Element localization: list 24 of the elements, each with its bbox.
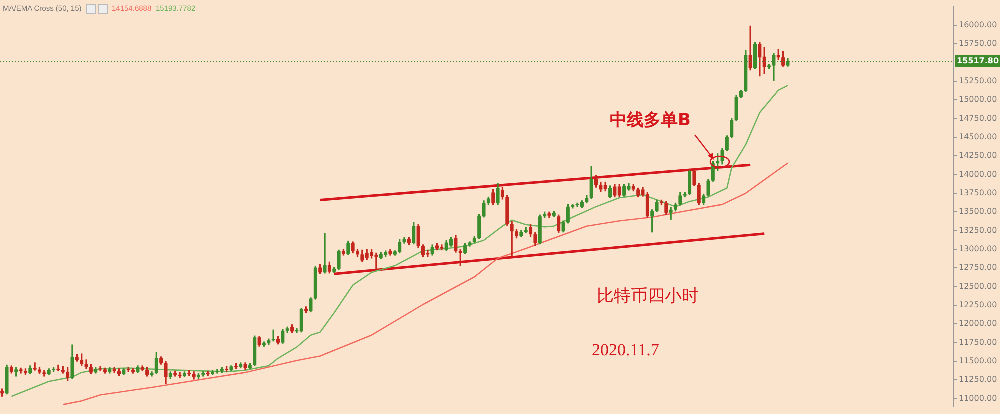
y-tick-label: 12000.00 bbox=[959, 319, 998, 328]
y-tick-label: 13750.00 bbox=[959, 188, 998, 198]
ref-line-label: 15517.80 bbox=[957, 56, 1000, 66]
y-tick-label: 12500.00 bbox=[959, 282, 998, 291]
annotation: 中线多单B bbox=[610, 110, 691, 130]
y-tick-label: 11000.00 bbox=[959, 394, 998, 403]
annotation: 比特币四小时 bbox=[597, 286, 699, 306]
y-tick-label: 14750.00 bbox=[959, 114, 998, 123]
y-tick-label: 11750.00 bbox=[959, 338, 998, 347]
y-tick-label: 14250.00 bbox=[959, 151, 998, 160]
y-tick-label: 15000.00 bbox=[959, 95, 998, 104]
y-tick-label: 14000.00 bbox=[959, 170, 998, 179]
y-tick-label: 11500.00 bbox=[959, 356, 998, 366]
y-tick-label: 13000.00 bbox=[959, 244, 998, 254]
y-tick-label: 12250.00 bbox=[959, 300, 998, 310]
annotation: 2020.11.7 bbox=[592, 340, 660, 360]
y-tick-label: 11250.00 bbox=[959, 375, 998, 384]
y-tick-label: 15750.00 bbox=[959, 39, 998, 48]
y-tick-label: 16000.00 bbox=[959, 20, 998, 30]
y-tick-label: 14500.00 bbox=[959, 132, 998, 142]
y-tick-label: 13250.00 bbox=[959, 226, 998, 235]
y-tick-label: 15250.00 bbox=[959, 76, 998, 86]
y-tick-label: 12750.00 bbox=[959, 263, 998, 272]
y-tick-label: 13500.00 bbox=[959, 207, 998, 216]
